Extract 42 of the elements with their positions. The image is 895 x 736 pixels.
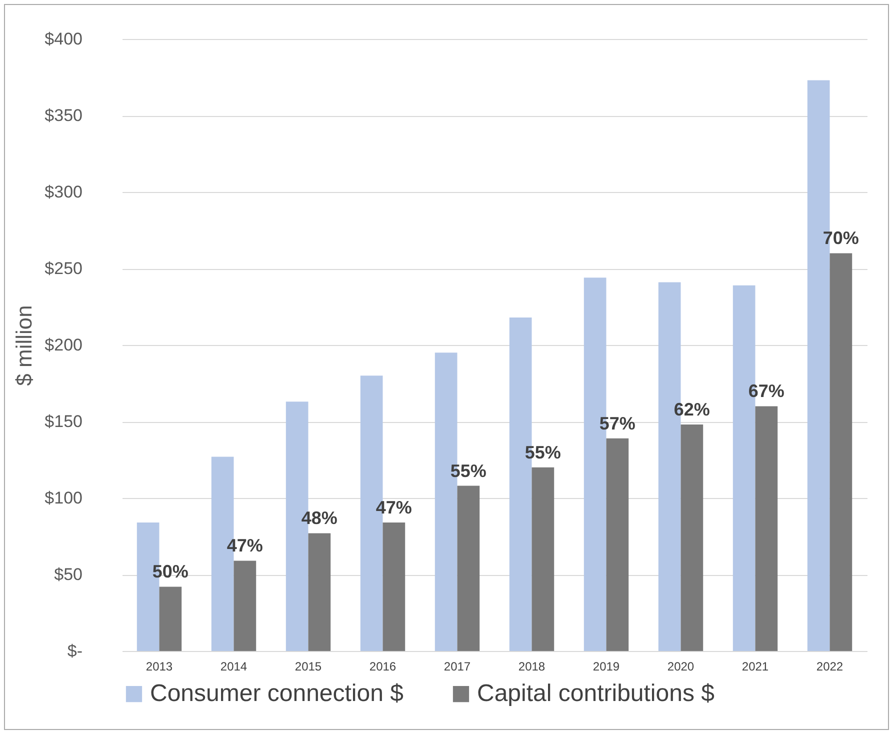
x-tick-label: 2013: [146, 660, 173, 674]
y-tick-label: $200: [44, 336, 82, 354]
bar: [457, 486, 480, 651]
x-tick-label: 2014: [220, 660, 248, 674]
annotation: 62%: [674, 400, 710, 420]
y-tick-label: $100: [44, 488, 82, 508]
x-tick-label: 2022: [816, 660, 844, 674]
legend-label: Capital contributions $: [477, 680, 714, 707]
annotation: 57%: [599, 413, 636, 434]
annotation: 50%: [152, 562, 188, 582]
annotation: 47%: [376, 497, 412, 518]
annotation: 55%: [524, 442, 561, 462]
y-tick-label: $250: [44, 259, 82, 278]
x-tick-label: 2018: [518, 660, 546, 674]
bar: [532, 467, 554, 651]
bar: [680, 424, 704, 651]
bar: [382, 522, 406, 651]
bar: [755, 406, 778, 651]
x-tick-label: 2021: [742, 660, 769, 674]
annotation: 55%: [450, 460, 486, 481]
x-tick-label: 2015: [294, 660, 322, 674]
x-tick-label: 2020: [667, 660, 694, 674]
annotation: 48%: [301, 508, 338, 528]
y-tick-label: $400: [44, 30, 82, 48]
bar: [606, 438, 629, 651]
x-tick-label: 2016: [369, 660, 396, 674]
legend-label: Consumer connection $: [150, 680, 404, 707]
annotation: 70%: [822, 228, 859, 248]
bar: [830, 253, 852, 651]
annotation: 47%: [226, 536, 263, 556]
y-tick-label: $350: [44, 106, 82, 125]
x-tick-label: 2019: [592, 660, 620, 674]
bar: [308, 533, 331, 651]
y-tick-label: $300: [44, 182, 82, 202]
y-tick-label: $-: [67, 642, 82, 660]
x-tick-label: 2017: [444, 660, 471, 674]
y-axis-title: $ million: [12, 305, 37, 386]
y-tick-label: $150: [44, 412, 82, 431]
bar: [159, 586, 182, 651]
annotation: 67%: [748, 381, 784, 402]
y-tick-label: $50: [54, 565, 82, 584]
bar: [234, 560, 256, 651]
